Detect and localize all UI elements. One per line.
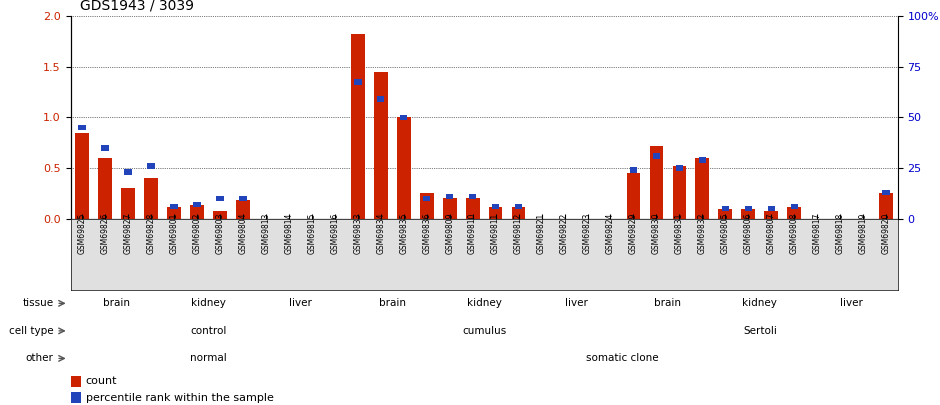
Bar [650, 146, 664, 219]
Bar [98, 158, 112, 219]
Bar [213, 211, 227, 219]
Text: liver: liver [289, 298, 312, 308]
Text: normal: normal [190, 354, 227, 363]
Bar [469, 194, 477, 199]
Bar [443, 198, 457, 219]
Text: brain: brain [379, 298, 406, 308]
Bar [239, 196, 246, 201]
Bar [515, 204, 523, 209]
Text: tissue: tissue [23, 298, 54, 308]
Text: cumulus: cumulus [462, 326, 507, 336]
Bar [676, 165, 683, 171]
Bar [351, 34, 365, 219]
Bar [698, 157, 706, 163]
Text: somatic clone: somatic clone [586, 354, 658, 363]
Text: other: other [25, 354, 54, 363]
Bar [627, 173, 640, 219]
Bar [446, 194, 453, 199]
Bar [397, 117, 411, 219]
Bar [883, 190, 890, 195]
Text: control: control [190, 326, 227, 336]
Bar [879, 194, 893, 219]
Text: GDS1943 / 3039: GDS1943 / 3039 [80, 0, 194, 12]
Bar [744, 206, 752, 211]
Bar [423, 196, 431, 201]
Bar [489, 207, 503, 219]
Text: brain: brain [654, 298, 682, 308]
Bar [511, 207, 525, 219]
Bar [354, 79, 362, 85]
Bar [764, 211, 778, 219]
Bar [193, 202, 200, 207]
Text: kidney: kidney [191, 298, 226, 308]
Bar [492, 204, 499, 209]
Bar [124, 169, 132, 175]
Bar [630, 167, 637, 173]
Bar [374, 72, 387, 219]
Bar [167, 207, 180, 219]
Bar [144, 178, 158, 219]
Bar [788, 207, 801, 219]
Bar [148, 163, 155, 169]
Bar [400, 115, 407, 120]
Bar [102, 145, 109, 151]
Bar [696, 158, 710, 219]
Bar [722, 206, 729, 211]
Bar [652, 153, 660, 159]
Text: liver: liver [565, 298, 588, 308]
Text: liver: liver [840, 298, 863, 308]
Bar [236, 200, 250, 219]
Bar [216, 196, 224, 201]
Text: brain: brain [103, 298, 130, 308]
Text: percentile rank within the sample: percentile rank within the sample [86, 393, 274, 403]
Bar [170, 204, 178, 209]
Bar [420, 194, 433, 219]
Text: kidney: kidney [466, 298, 502, 308]
Bar [377, 96, 384, 102]
Bar [672, 166, 686, 219]
Bar [190, 205, 204, 219]
Text: Sertoli: Sertoli [743, 326, 776, 336]
Bar [70, 392, 81, 403]
Bar [718, 209, 732, 219]
Text: count: count [86, 376, 118, 386]
Bar [75, 133, 89, 219]
Bar [70, 376, 81, 387]
Text: cell type: cell type [8, 326, 54, 336]
Bar [78, 125, 86, 130]
Bar [791, 204, 798, 209]
Bar [742, 209, 755, 219]
Text: kidney: kidney [743, 298, 777, 308]
Bar [768, 206, 775, 211]
Bar [465, 198, 479, 219]
Bar [121, 188, 134, 219]
